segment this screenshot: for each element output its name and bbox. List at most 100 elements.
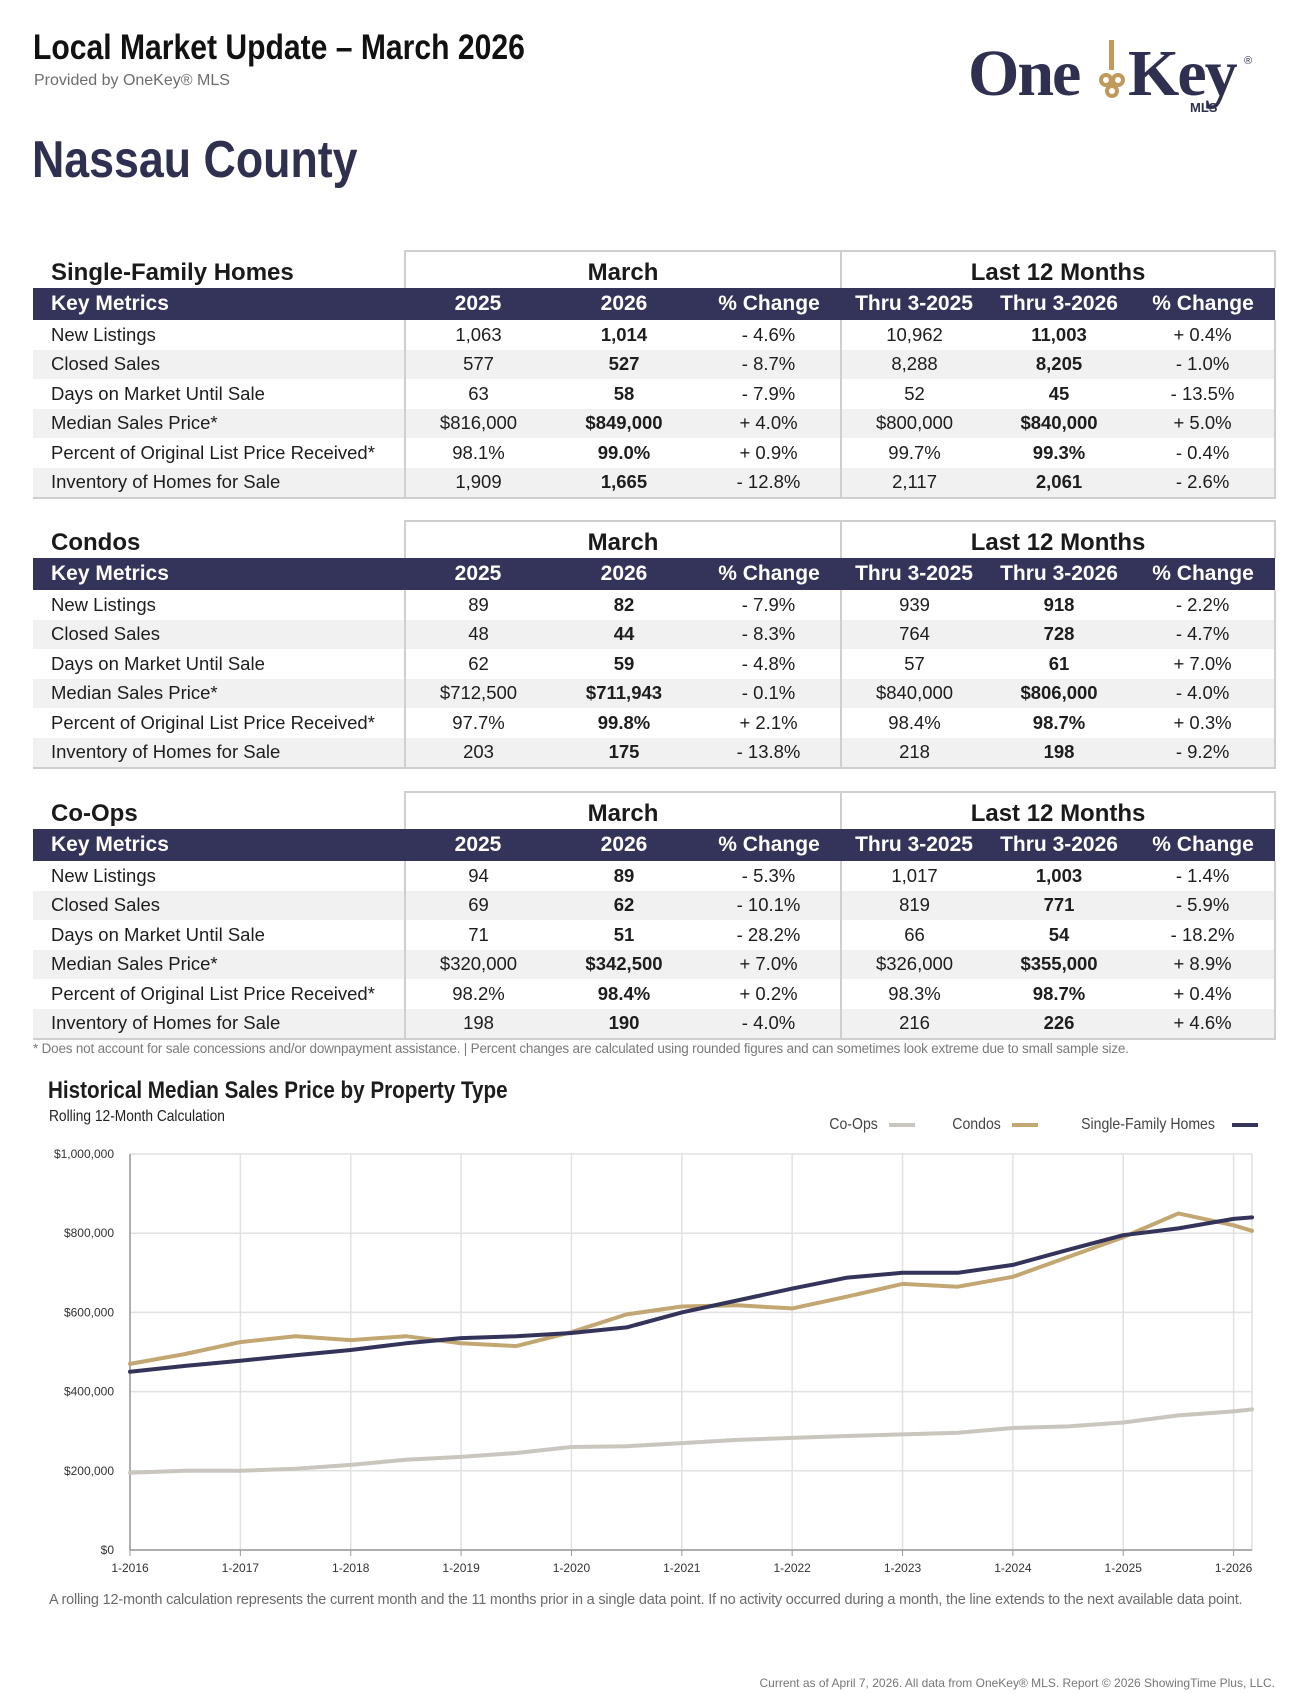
metric-value: 198 <box>987 737 1132 769</box>
table-row: Median Sales Price* $320,000 $342,500 + 7.0… <box>33 949 1277 979</box>
metric-value: 45 <box>1048 382 1070 404</box>
metric-value: 175 <box>551 737 697 769</box>
metric-value: 69 <box>404 890 551 920</box>
column-header: 2026 <box>551 829 697 861</box>
column-header: % Change <box>697 558 842 590</box>
column-header: Thru 3-2025 <box>841 558 988 590</box>
metric-value: 577 <box>404 349 551 379</box>
metric-value: 99.7% <box>840 438 988 468</box>
metric-value: 62 <box>551 890 697 920</box>
table-row: Days on Market Until Sale 62 59 - 4.8% 57 61 +… <box>33 649 1277 679</box>
metric-value: - 8.7% <box>697 349 842 379</box>
metric-value: 89 <box>613 864 635 886</box>
table-row: Median Sales Price* $712,500 $711,943- 0.1… <box>33 678 1277 708</box>
metric-value: + 7.0% <box>697 949 842 979</box>
column-header: % Change <box>1131 558 1276 590</box>
column-header: % Change <box>1131 288 1276 320</box>
metric-value: $840,000 <box>987 408 1132 438</box>
y-tick-label: $0 <box>101 1543 115 1557</box>
table-row: Closed Sales 69 62- 10.1% 819 771- 5.9% <box>33 890 1277 920</box>
table-row: Inventory of Homes for Sale 1,909 1,665- 1… <box>33 467 1277 499</box>
column-header: 2025 <box>405 829 551 861</box>
column-header: Key Metrics <box>33 288 405 320</box>
metric-value: $712,500 <box>404 678 551 708</box>
key-icon <box>1099 40 1125 98</box>
metric-value: - 12.8% <box>697 467 842 499</box>
metric-value: 764 <box>840 619 988 649</box>
metric-value: $840,000 <box>840 678 988 708</box>
metric-label: New Listings <box>51 593 156 615</box>
column-header: Thru 3-2025 <box>841 829 988 861</box>
group-header-month: March <box>403 520 842 558</box>
metric-value: 59 <box>613 652 635 674</box>
chart-note: A rolling 12-month calculation represent… <box>49 1592 1243 1608</box>
legend-item-coops: Co-Ops <box>826 1116 915 1134</box>
metric-value: + 0.9% <box>739 441 798 463</box>
metric-value: 1,909 <box>404 467 551 499</box>
metric-label: Days on Market Until Sale <box>51 652 265 674</box>
metric-label: Days on Market Until Sale <box>51 382 265 404</box>
table-row: Days on Market Until Sale 71 51 - 28.2% 66 54… <box>33 920 1277 950</box>
x-tick-label: 1-2018 <box>332 1561 370 1575</box>
metric-value: 11,003 <box>1031 323 1087 345</box>
svg-text:One: One <box>968 37 1080 110</box>
metric-value: $711,943 <box>551 678 697 708</box>
column-header: % Change <box>697 829 842 861</box>
y-tick-label: $800,000 <box>64 1226 114 1240</box>
metric-label: Percent of Original List Price Received* <box>51 711 375 733</box>
x-tick-label: 1-2017 <box>222 1561 260 1575</box>
metric-value: 98.7% <box>1032 982 1086 1004</box>
metric-label: Inventory of Homes for Sale <box>33 467 405 499</box>
table-row: New Listings 94 89 - 5.3% 1,017 1,003 - 1.4% <box>33 861 1277 891</box>
x-tick-label: 1-2026 <box>1215 1561 1253 1575</box>
metric-value: 1,063 <box>404 320 551 350</box>
report-title: Local Market Update – March 2026 <box>33 28 525 67</box>
group-header-12-months: Last 12 Months <box>840 250 1277 288</box>
metric-label: Closed Sales <box>33 349 405 379</box>
copyright: Current as of April 7, 2026. All data fr… <box>759 1676 1276 1690</box>
x-tick-label: 1-2023 <box>884 1561 922 1575</box>
metric-value: - 10.1% <box>697 890 842 920</box>
metric-label: Median Sales Price* <box>33 949 405 979</box>
metric-label: Closed Sales <box>33 890 405 920</box>
metric-value: 57 <box>840 649 988 679</box>
section-title: Co-Ops <box>51 800 138 827</box>
table-row: Closed Sales 48 44- 8.3% 764 728- 4.7% <box>33 619 1277 649</box>
group-header-month: March <box>403 791 842 829</box>
metric-value: 99.8% <box>597 711 651 733</box>
table-row: Percent of Original List Price Received*… <box>33 708 1277 738</box>
footnote: * Does not account for sale concessions … <box>33 1041 1129 1056</box>
metric-label: Inventory of Homes for Sale <box>33 1008 405 1040</box>
column-header: Key Metrics <box>33 829 405 861</box>
metric-value: 97.7% <box>404 708 551 738</box>
table-row: Inventory of Homes for Sale 198 190- 4.0% 2… <box>33 1008 1277 1040</box>
column-header: % Change <box>1131 829 1276 861</box>
metric-value: 8,288 <box>840 349 988 379</box>
coops-line <box>128 1407 1254 1475</box>
table-row: Percent of Original List Price Received*… <box>33 979 1277 1009</box>
metric-value: 58 <box>613 382 635 404</box>
metric-value: 198 <box>404 1008 551 1040</box>
metric-value: $326,000 <box>840 949 988 979</box>
metric-value: 52 <box>840 379 988 409</box>
y-tick-label: $600,000 <box>64 1305 114 1319</box>
table-row: Inventory of Homes for Sale 203 175- 13.8%… <box>33 737 1277 769</box>
chart-title: Historical Median Sales Price by Propert… <box>48 1077 508 1104</box>
x-tick-label: 1-2024 <box>994 1561 1032 1575</box>
column-header: 2026 <box>551 558 697 590</box>
legend-item-single-family: Single-Family Homes <box>1072 1116 1258 1134</box>
metric-value: - 7.9% <box>741 382 796 404</box>
metric-value: - 4.0% <box>697 1008 842 1040</box>
metric-value: - 1.0% <box>1131 349 1277 379</box>
metric-value: 819 <box>840 890 988 920</box>
metric-value: 226 <box>987 1008 1132 1040</box>
metric-value: - 0.4% <box>1131 438 1277 468</box>
legend-swatch <box>1011 1123 1038 1127</box>
metric-label: Closed Sales <box>33 619 405 649</box>
metric-value: 218 <box>840 737 988 769</box>
column-header: 2025 <box>405 558 551 590</box>
column-header: % Change <box>697 288 842 320</box>
metric-value: 51 <box>613 923 635 945</box>
metric-value: 98.3% <box>840 979 988 1009</box>
metric-value: 939 <box>840 590 988 620</box>
